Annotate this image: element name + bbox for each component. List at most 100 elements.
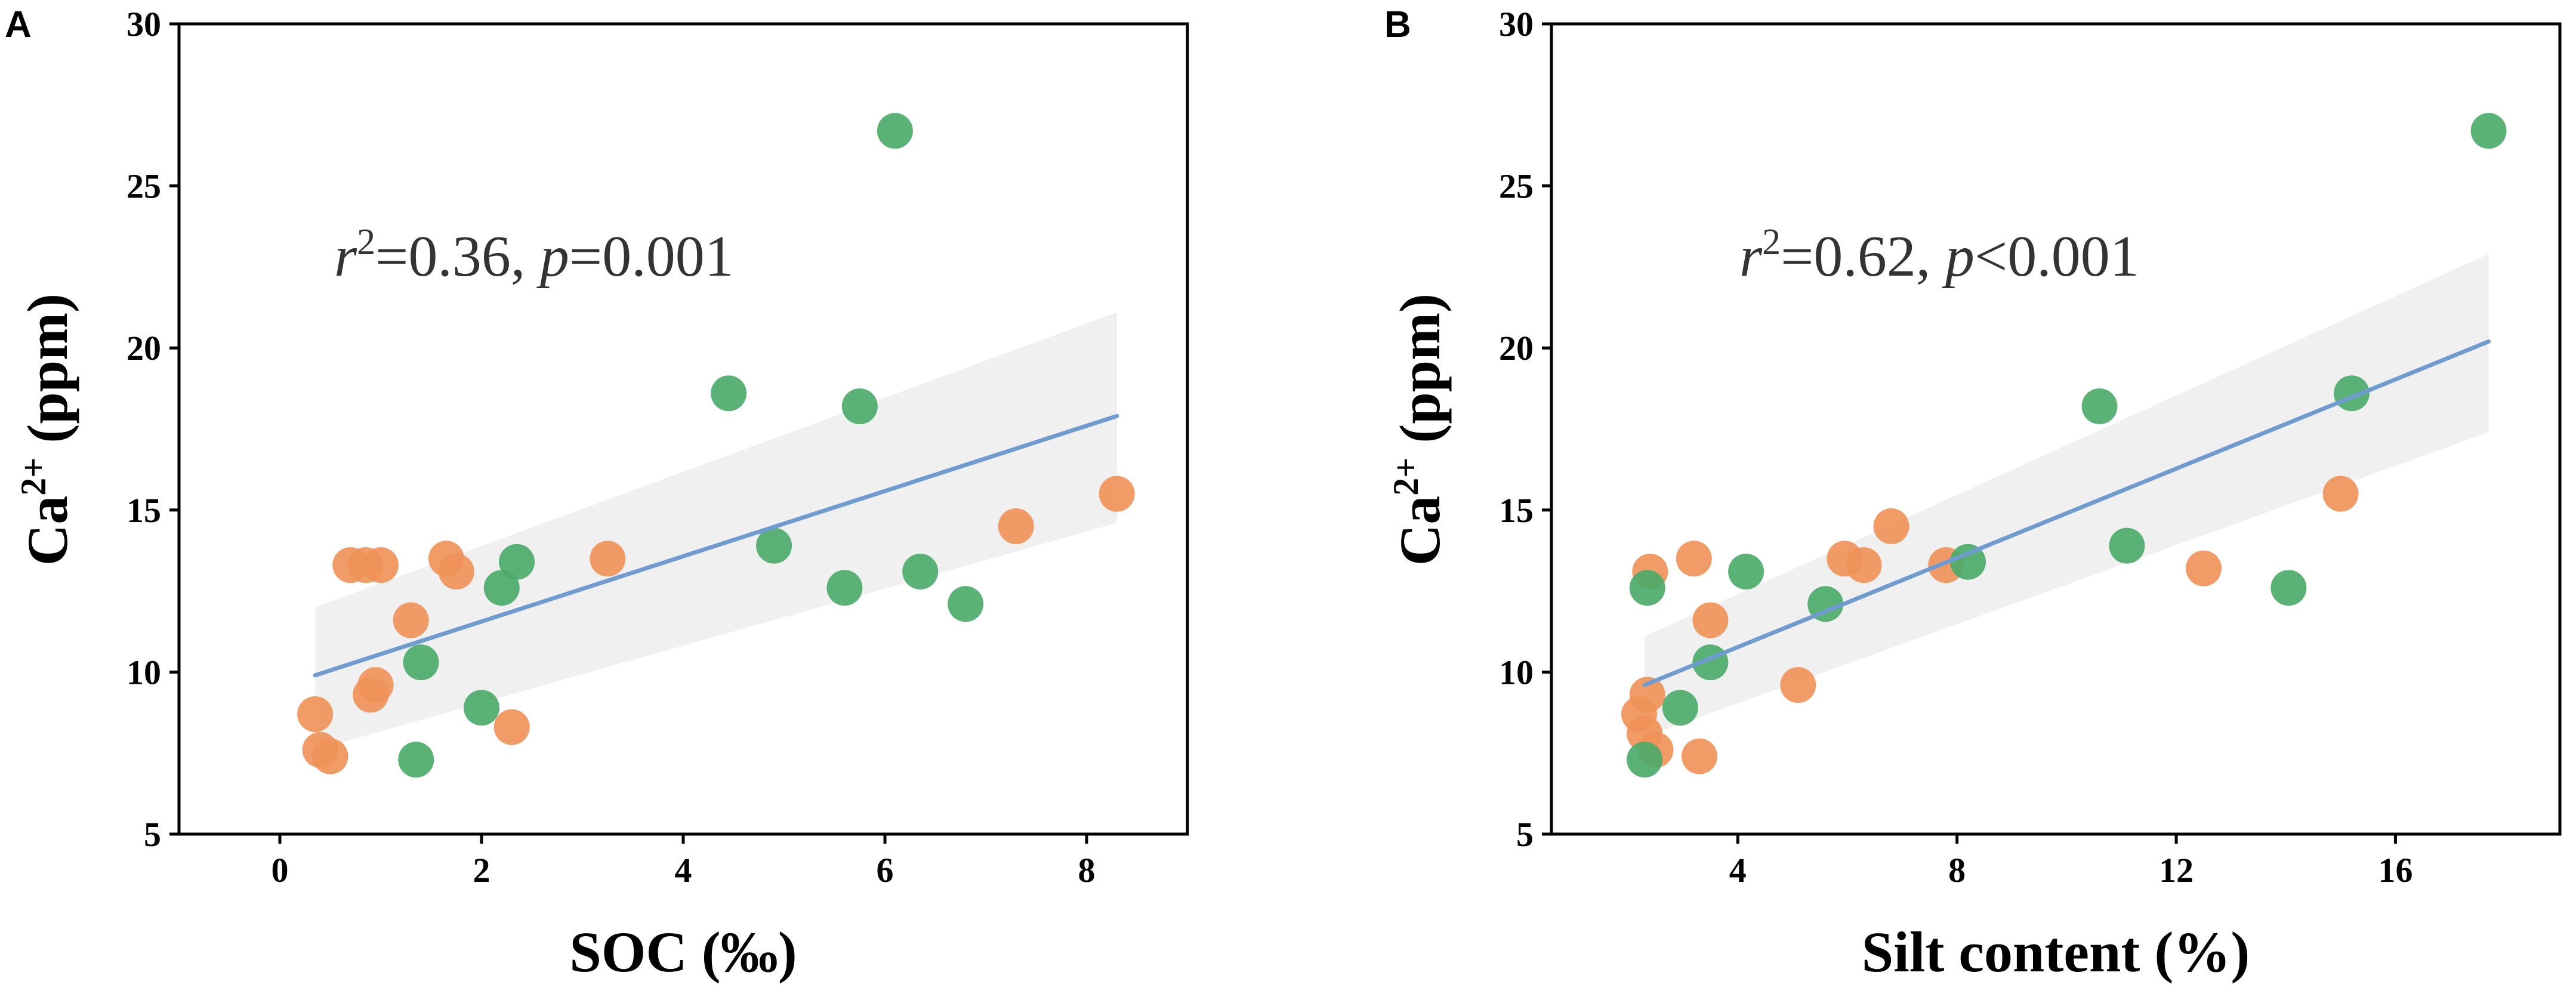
- panel-b-ylabel-sup: 2+: [1386, 458, 1426, 496]
- panel-a-point-s2-10: [877, 113, 913, 149]
- panel-b-ylabel: Ca2+ (ppm): [1386, 294, 1452, 566]
- panel-b-xtick-label-16: 16: [2378, 851, 2413, 890]
- panel-a-point-s1-11: [438, 554, 474, 589]
- panel-b-ytick-label-30: 30: [1499, 5, 1534, 44]
- panel-b-frame: [1550, 22, 2562, 836]
- panel-b-point-s1-7: [1682, 738, 1717, 774]
- panel-b-yticks: 5 10 15 20 25 30: [1499, 5, 1551, 854]
- panel-b-ci-polygon: [1645, 254, 2489, 737]
- panel-b-xtick-label-8: 8: [1948, 851, 1966, 890]
- panel-a-point-s2-11: [902, 554, 939, 589]
- panel-a-point-s1-9: [393, 602, 429, 638]
- panel-b-ytick-label-20: 20: [1499, 329, 1534, 368]
- panel-b-point-s1-11: [1846, 547, 1882, 584]
- panel-a-point-s2-8: [826, 570, 863, 606]
- panel-a-xtick-label-2: 2: [473, 851, 490, 890]
- panel-a-ci-band: [315, 312, 1117, 750]
- panel-a-points: [297, 113, 1135, 778]
- panel-b-ytick-label-25: 25: [1499, 167, 1534, 206]
- panel-b-ytick-label-15: 15: [1499, 491, 1534, 530]
- panel-b-point-s1-3: [1629, 677, 1665, 713]
- panel-b-point-s2-10: [2270, 570, 2307, 606]
- panel-a-point-s1-8: [357, 667, 394, 703]
- panel-b-xtick-label-4: 4: [1729, 851, 1747, 890]
- panel-a-xlabel: SOC (‰): [569, 920, 797, 984]
- panel-a-point-s1-14: [998, 508, 1034, 544]
- panel-a-ytick-label-15: 15: [127, 491, 161, 530]
- panel-b-point-s2-2: [1629, 570, 1665, 606]
- panel-b-point-s2-8: [2081, 388, 2118, 424]
- panel-a-xtick-label-8: 8: [1078, 851, 1096, 890]
- panel-a-point-s2-2: [403, 644, 439, 681]
- panel-a-ytick-label-20: 20: [127, 329, 161, 368]
- panel-b-point-s1-9: [1780, 667, 1816, 703]
- panel-b: B 5 10 15 20 25 30 4 8 12 16 r2=0.62, p<0.001 Si…: [1384, 4, 2562, 984]
- panel-b-point-s1-12: [1873, 508, 1909, 544]
- panel-b-points: [1621, 113, 2507, 778]
- panel-a-stat-annotation: r2=0.36, p=0.001: [334, 222, 734, 289]
- panel-b-point-s1-8: [1692, 602, 1729, 638]
- panel-b-letter: B: [1384, 4, 1411, 45]
- panel-a-point-s1-3: [312, 738, 348, 774]
- panel-a-point-s1-6: [363, 547, 399, 584]
- panel-b-point-s2-5: [1728, 554, 1764, 589]
- panel-a-point-s2-9: [841, 388, 878, 424]
- panel-b-point-s2-3: [1662, 690, 1698, 726]
- panel-a-ytick-label-25: 25: [127, 167, 161, 206]
- panel-a-ytick-label-5: 5: [144, 815, 161, 854]
- panel-a-regression-line: [313, 413, 1119, 678]
- panel-a-xtick-label-4: 4: [675, 851, 692, 890]
- panel-a-point-s1-1: [297, 696, 334, 732]
- panel-b-point-s2-12: [2470, 113, 2507, 149]
- panel-a-ylabel-unit: (ppm): [16, 294, 79, 443]
- panel-b-ylabel-space: [1388, 443, 1452, 458]
- panel-a-fit-line: [313, 413, 1119, 678]
- panel-b-r-label: r: [1739, 224, 1763, 289]
- panel-b-point-s1-6: [1676, 541, 1712, 577]
- panel-a-point-s2-6: [711, 375, 747, 412]
- panel-b-r-value: =0.62,: [1781, 224, 1945, 289]
- panel-a-point-s2-7: [756, 527, 792, 564]
- panel-a-point-s2-5: [499, 544, 535, 580]
- panel-b-p-label: p: [1942, 224, 1975, 289]
- panel-a-p-label: p: [536, 224, 569, 289]
- panel-b-xtick-label-12: 12: [2159, 851, 2194, 890]
- panel-a-point-s2-12: [948, 586, 984, 622]
- panel-b-xlabel: Silt content (%): [1862, 920, 2250, 984]
- panel-a-point-s1-15: [1099, 476, 1135, 512]
- panel-b-ytick-label-10: 10: [1499, 653, 1534, 692]
- panel-b-point-s2-7: [1950, 544, 1986, 580]
- panel-a-r-label: r: [334, 224, 357, 289]
- panel-a-r-value: =0.36,: [375, 224, 540, 289]
- panel-a-ylabel-space: [16, 443, 79, 458]
- panel-a-point-s2-3: [464, 690, 499, 726]
- panel-b-ylabel-unit: (ppm): [1388, 294, 1452, 443]
- panel-a-ylabel-main: Ca: [16, 496, 79, 566]
- panel-b-regression-line: [1642, 339, 2491, 687]
- panel-a-p-value: =0.001: [569, 224, 734, 289]
- panel-a-letter: A: [5, 4, 32, 45]
- panel-b-ytick-label-5: 5: [1516, 815, 1534, 854]
- panel-b-point-s1-15: [2322, 476, 2359, 512]
- panel-a-ytick-label-10: 10: [127, 653, 161, 692]
- panel-b-point-s1-14: [2186, 550, 2222, 587]
- panel-a-point-s2-4: [483, 570, 520, 606]
- panel-a-ylabel-sup: 2+: [14, 458, 53, 496]
- panel-a-xticks: 0 2 4 6 8: [272, 834, 1096, 890]
- panel-b-xticks: 4 8 12 16: [1729, 834, 2413, 890]
- panel-b-ylabel-main: Ca: [1388, 496, 1452, 566]
- panel-b-fit-line: [1642, 339, 2491, 687]
- panel-b-ci-band: [1645, 254, 2489, 737]
- panel-b-p-value: <0.001: [1975, 224, 2139, 289]
- panel-a-yticks: 5 10 15 20 25 30: [127, 5, 179, 854]
- panel-a-point-s1-12: [493, 709, 530, 745]
- panel-a-point-s1-13: [590, 541, 626, 577]
- panel-a-r-sup: 2: [357, 222, 375, 263]
- panel-a-ytick-label-30: 30: [127, 5, 161, 44]
- panel-a-xtick-label-6: 6: [877, 851, 894, 890]
- panel-b-stat-annotation: r2=0.62, p<0.001: [1739, 222, 2139, 289]
- panel-a-ci-polygon: [315, 312, 1117, 750]
- panel-b-point-s2-1: [1627, 742, 1663, 778]
